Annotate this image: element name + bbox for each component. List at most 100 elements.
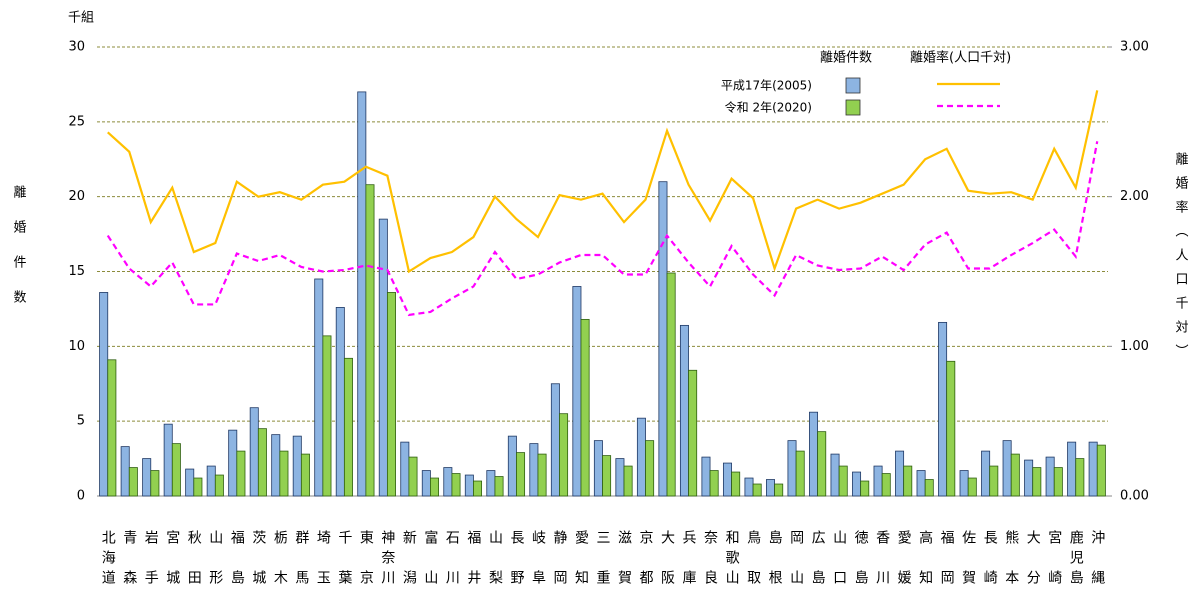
bar: [679, 324, 689, 497]
bar: [486, 470, 496, 497]
bar: [1053, 467, 1063, 497]
y2-tick-label: 0.00: [1120, 489, 1149, 504]
y-tick-label: 25: [68, 114, 85, 129]
legend-label: 平成17年(2005): [721, 79, 812, 93]
bar: [688, 369, 698, 497]
bar: [722, 462, 732, 497]
x-tick-label: 長野: [508, 530, 524, 589]
x-tick-label: 茨城: [250, 530, 266, 589]
y2-tick-label: 1.00: [1120, 339, 1149, 354]
bar: [787, 440, 797, 497]
x-tick-label: 北海道: [100, 530, 116, 589]
bar: [150, 470, 160, 497]
bar: [214, 474, 224, 497]
x-tick-label: 青森: [121, 530, 137, 589]
bar: [120, 446, 130, 497]
x-tick-label: 栃木: [272, 530, 288, 589]
legend-header: 離婚率(人口千対): [910, 50, 1011, 66]
bar: [365, 184, 375, 497]
bar: [774, 483, 784, 497]
x-tick-label: 京都: [638, 530, 654, 589]
y-tick-label: 30: [68, 40, 85, 55]
bar: [580, 318, 590, 497]
bar: [516, 452, 526, 497]
x-tick-label: 秋田: [186, 530, 202, 589]
x-tick-label: 徳島: [853, 530, 869, 589]
y-axis-label: 離婚件数: [11, 185, 27, 325]
bar: [464, 474, 474, 497]
x-tick-label: 鹿児島: [1068, 529, 1084, 589]
bar: [279, 450, 289, 497]
bar: [838, 465, 848, 497]
x-tick-label: 群馬: [293, 530, 309, 589]
bar: [895, 450, 905, 497]
bar: [271, 434, 281, 497]
bar: [408, 456, 418, 497]
bar: [593, 440, 603, 497]
bar: [314, 278, 324, 497]
x-tick-label: 新潟: [401, 530, 417, 589]
x-tick-label: 奈良: [702, 530, 718, 589]
bar: [636, 417, 646, 497]
bar: [666, 272, 676, 497]
x-tick-label: 富山: [422, 529, 438, 589]
legend-label: 令和 2年(2020): [725, 100, 812, 115]
bar: [1024, 459, 1034, 497]
bar: [924, 479, 934, 497]
bar: [99, 292, 109, 497]
x-tick-label: 石川: [444, 530, 460, 589]
x-tick-label: 岩手: [143, 530, 159, 589]
x-tick-label: 鳥取: [745, 530, 761, 589]
bar: [451, 473, 461, 497]
bar: [171, 443, 181, 497]
bar: [507, 435, 517, 497]
x-tick-label: 兵庫: [681, 530, 697, 589]
legend-header: 離婚件数: [820, 51, 872, 66]
bar: [1067, 441, 1077, 497]
x-tick-label: 愛知: [573, 530, 589, 589]
bar: [322, 335, 332, 497]
bar: [981, 450, 991, 497]
legend-swatch: [845, 77, 861, 94]
bar: [938, 321, 948, 497]
bar: [701, 456, 711, 497]
y-tick-label: 10: [68, 339, 85, 354]
rate-line: [107, 90, 1099, 274]
y-tick-label: 20: [68, 189, 85, 204]
x-tick-label: 岐阜: [530, 530, 546, 589]
bar: [881, 473, 891, 497]
bar: [550, 383, 560, 497]
x-tick-label: 山形: [207, 530, 223, 589]
x-tick-label: 千葉: [336, 530, 352, 589]
x-tick-label: 滋賀: [616, 530, 632, 589]
bar: [959, 470, 969, 497]
bar: [860, 480, 870, 497]
bar: [795, 450, 805, 497]
x-tick-label: 山口: [831, 530, 847, 589]
x-tick-label: 福島: [229, 530, 245, 589]
unit-label: 千組: [68, 11, 94, 26]
x-tick-label: 熊本: [1003, 530, 1019, 589]
bar: [443, 467, 453, 497]
bar: [1010, 453, 1020, 497]
bar: [903, 465, 913, 497]
bar: [430, 477, 439, 497]
bar: [249, 407, 259, 497]
y-tick-label: 0: [77, 489, 85, 504]
x-tick-label: 高知: [917, 529, 933, 589]
x-tick-label: 沖縄: [1089, 530, 1105, 589]
bar: [744, 477, 754, 497]
bar: [1075, 458, 1085, 497]
x-tick-label: 和歌山: [724, 530, 740, 589]
x-tick-label: 宮城: [164, 530, 180, 589]
bar: [809, 411, 819, 497]
bar: [537, 453, 547, 497]
x-tick-label: 山梨: [487, 530, 503, 589]
x-tick-label: 埼玉: [315, 530, 331, 589]
y-tick-label: 5: [77, 414, 85, 429]
y-tick-label: 15: [68, 264, 85, 279]
bar: [400, 441, 410, 497]
bar: [1088, 441, 1098, 497]
bar: [916, 470, 926, 497]
bar: [473, 480, 483, 497]
